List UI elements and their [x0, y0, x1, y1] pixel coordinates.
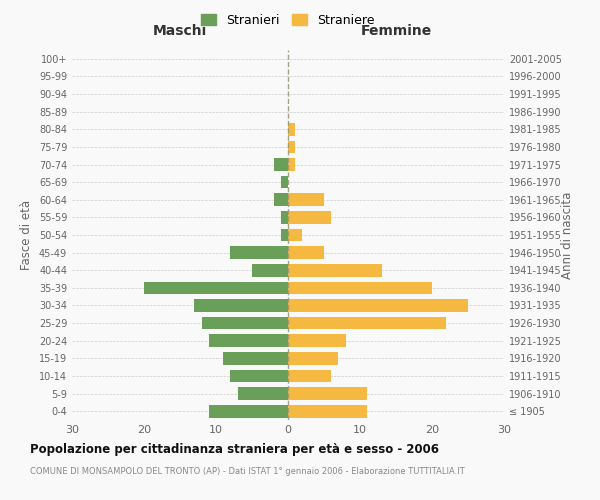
Bar — [288, 387, 367, 400]
Y-axis label: Fasce di età: Fasce di età — [20, 200, 33, 270]
Text: Maschi: Maschi — [153, 24, 207, 38]
Bar — [288, 282, 432, 294]
Bar — [209, 334, 288, 347]
Bar — [288, 158, 295, 171]
Y-axis label: Anni di nascita: Anni di nascita — [561, 192, 574, 278]
Text: Popolazione per cittadinanza straniera per età e sesso - 2006: Popolazione per cittadinanza straniera p… — [30, 442, 439, 456]
Bar — [288, 140, 295, 153]
Text: Femmine: Femmine — [361, 24, 431, 38]
Bar — [223, 352, 288, 364]
Bar — [288, 405, 367, 417]
Bar — [288, 299, 468, 312]
Bar — [274, 194, 288, 206]
Bar — [281, 176, 288, 188]
Bar — [288, 228, 302, 241]
Bar — [144, 282, 288, 294]
Bar — [288, 352, 338, 364]
Legend: Stranieri, Straniere: Stranieri, Straniere — [196, 8, 380, 32]
Text: COMUNE DI MONSAMPOLO DEL TRONTO (AP) - Dati ISTAT 1° gennaio 2006 - Elaborazione: COMUNE DI MONSAMPOLO DEL TRONTO (AP) - D… — [30, 468, 465, 476]
Bar — [288, 211, 331, 224]
Bar — [230, 246, 288, 259]
Bar — [288, 246, 324, 259]
Bar — [288, 194, 324, 206]
Bar — [230, 370, 288, 382]
Bar — [288, 264, 382, 276]
Bar — [288, 370, 331, 382]
Bar — [202, 317, 288, 330]
Bar — [281, 211, 288, 224]
Bar — [238, 387, 288, 400]
Bar — [288, 317, 446, 330]
Bar — [288, 334, 346, 347]
Bar — [194, 299, 288, 312]
Bar — [274, 158, 288, 171]
Bar — [252, 264, 288, 276]
Bar — [281, 228, 288, 241]
Bar — [288, 123, 295, 136]
Bar — [209, 405, 288, 417]
